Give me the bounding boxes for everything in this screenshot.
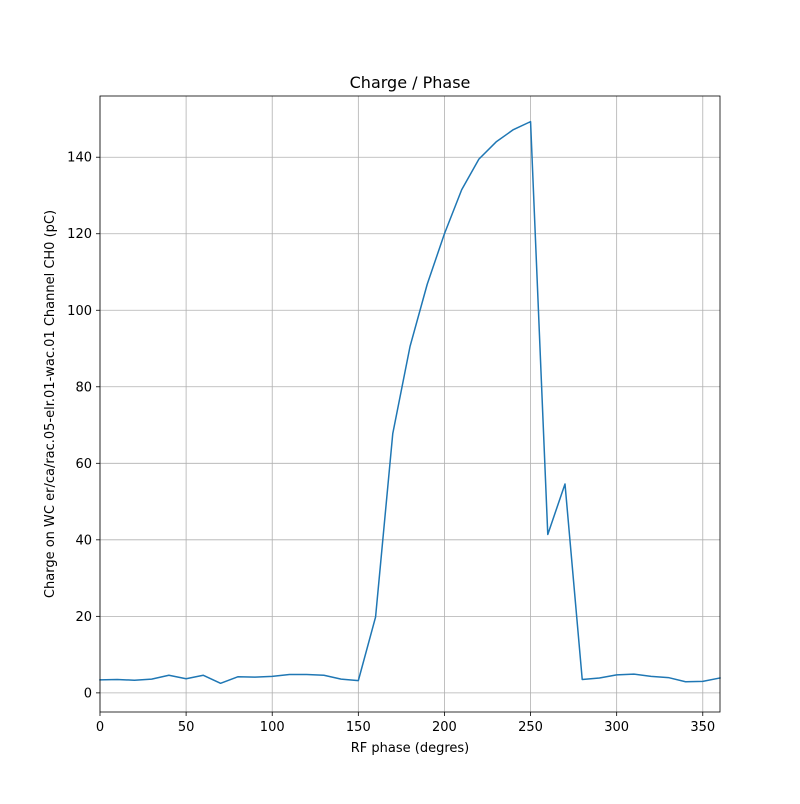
x-tick-label: 50: [178, 720, 195, 735]
x-axis-label: RF phase (degres): [351, 741, 469, 756]
x-tick-label: 300: [604, 720, 629, 735]
y-tick-label: 100: [67, 304, 92, 319]
y-tick-label: 120: [67, 227, 92, 242]
y-tick-label: 0: [84, 686, 92, 701]
y-axis-label: Charge on WC er/ca/rac.05-elr.01-wac.01 …: [43, 210, 58, 598]
x-tick-label: 200: [432, 720, 457, 735]
x-tick-label: 100: [260, 720, 285, 735]
y-tick-label: 80: [75, 380, 92, 395]
y-tick-label: 20: [75, 610, 92, 625]
chart-title: Charge / Phase: [350, 73, 471, 92]
x-tick-label: 350: [690, 720, 715, 735]
y-tick-label: 40: [75, 533, 92, 548]
x-tick-label: 0: [96, 720, 104, 735]
x-tick-label: 150: [346, 720, 371, 735]
x-tick-label: 250: [518, 720, 543, 735]
y-tick-label: 60: [75, 457, 92, 472]
y-tick-label: 140: [67, 151, 92, 166]
